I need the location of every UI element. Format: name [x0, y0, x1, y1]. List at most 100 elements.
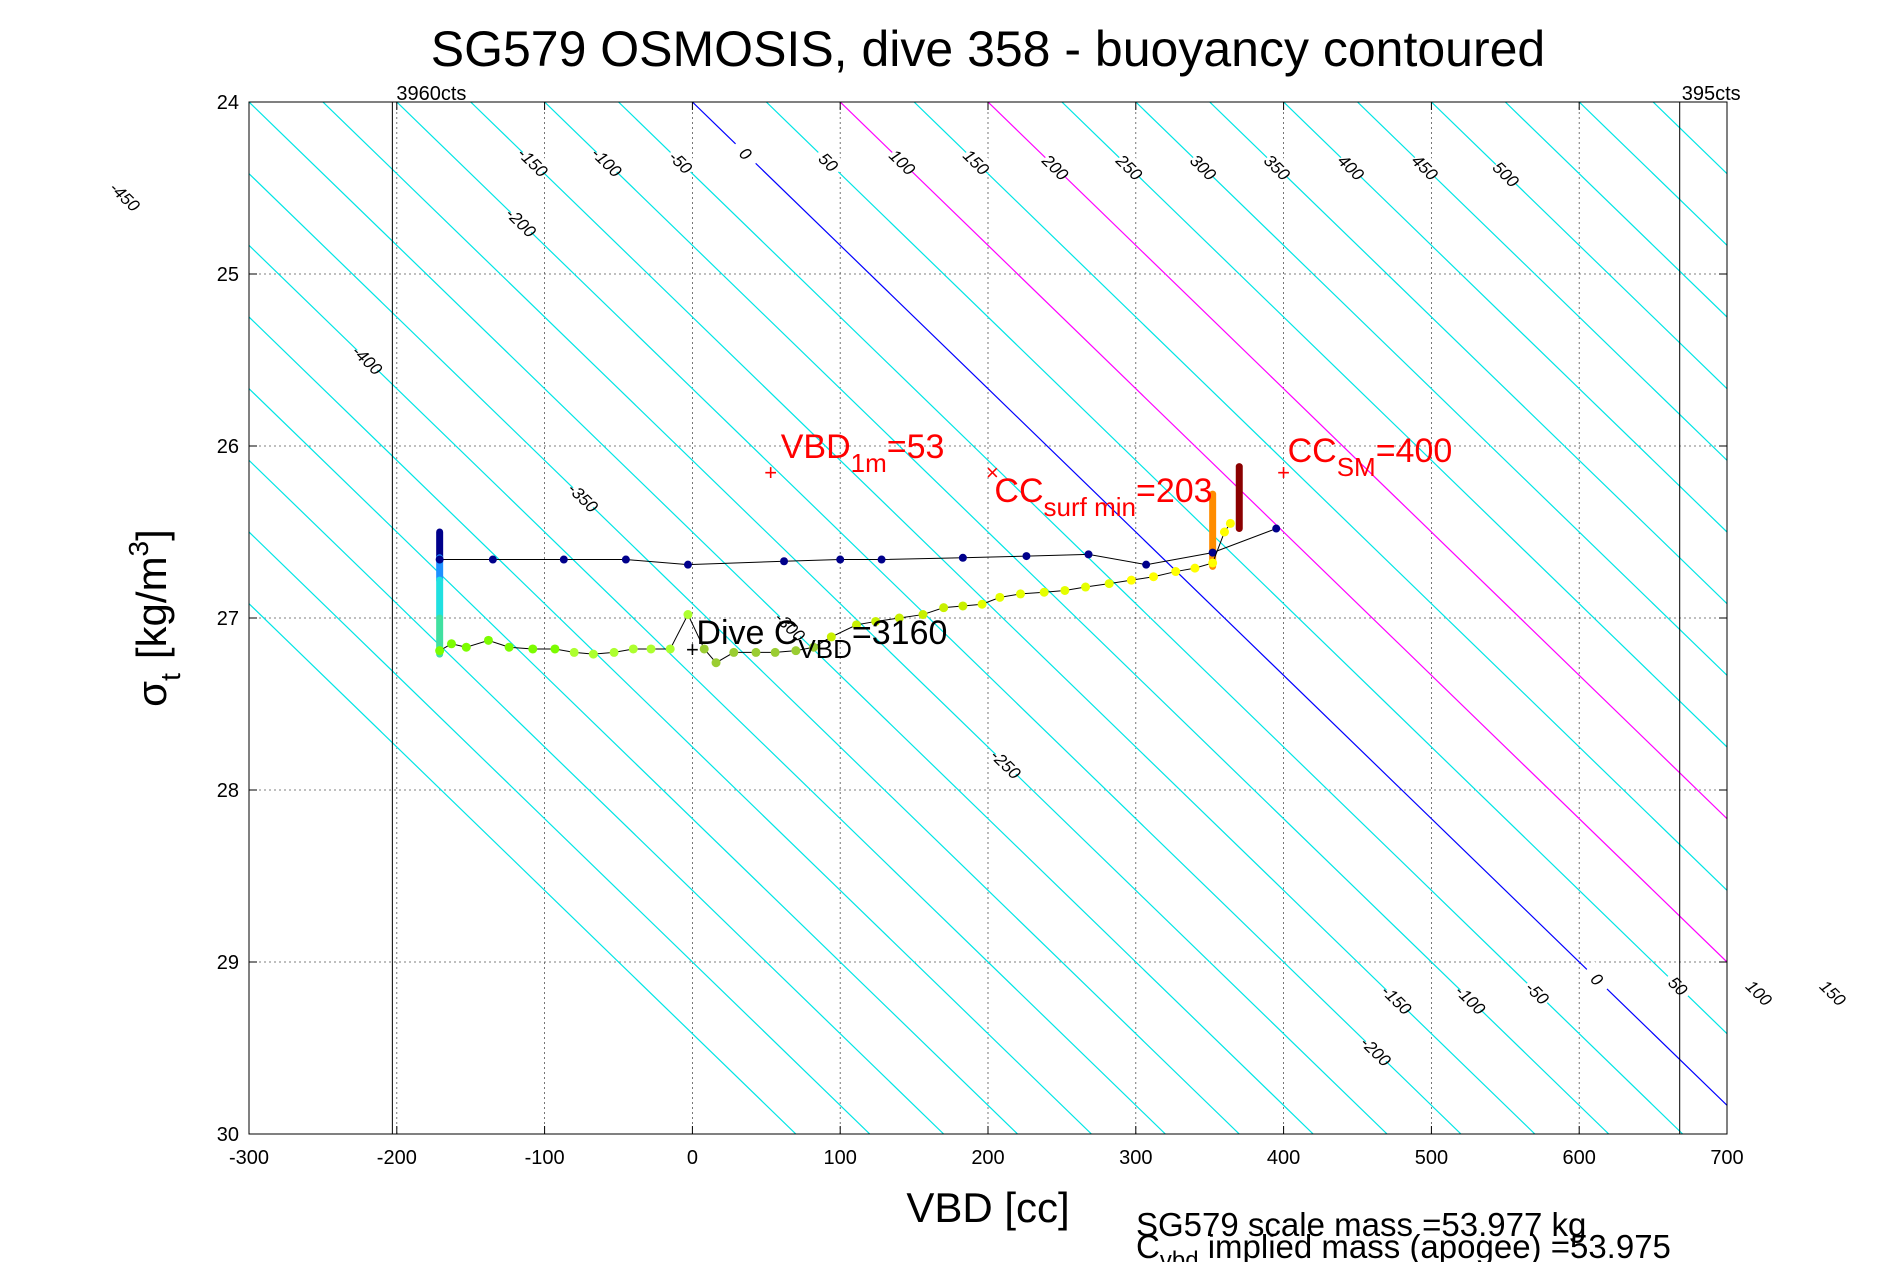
- contour-line: [249, 316, 1092, 1134]
- contour-line: [1357, 102, 1727, 462]
- x-tick-label: 300: [1119, 1147, 1152, 1169]
- contour-line: [1061, 102, 1727, 748]
- marker-symbol: +: [1277, 460, 1290, 485]
- marker-label-main: Dive C: [696, 614, 798, 652]
- series-point: [550, 644, 560, 654]
- x-ticks: -300 -200 -100 0 100 200 300 400 500 600 700: [229, 102, 1744, 1169]
- contour-label: 150: [1816, 977, 1850, 1011]
- series-point: [780, 557, 789, 566]
- series-point: [1219, 527, 1229, 537]
- series-point: [1060, 585, 1070, 595]
- series-point: [683, 610, 693, 620]
- contour-line: [765, 102, 1727, 1035]
- series-point: [1171, 567, 1181, 577]
- series-point: [1104, 579, 1114, 589]
- contour-label-bg: [884, 144, 920, 180]
- marker-label-sub: surf min: [1044, 492, 1136, 522]
- contour-label-bg: [1407, 149, 1443, 186]
- series-point: [559, 555, 568, 564]
- series-point: [894, 613, 904, 623]
- contour-label-bg: [810, 144, 847, 180]
- marker-label: VBD1m=53: [781, 428, 945, 478]
- marker-label-sub: SM: [1337, 452, 1376, 482]
- y-axis-label-sup: 3: [123, 541, 154, 557]
- contour-line: [249, 244, 1166, 1134]
- series-point: [446, 639, 456, 649]
- contour-line: [618, 102, 1684, 1134]
- series-line: [439, 528, 1277, 566]
- contour-line: [322, 102, 1388, 1134]
- y-tick-label: 27: [217, 608, 239, 630]
- marker-label-value: =3160: [852, 614, 948, 652]
- contour-label-bg: [1579, 961, 1615, 997]
- series-point: [770, 647, 780, 657]
- marker-label-value: =400: [1376, 432, 1453, 470]
- count-line-label: 3960cts: [396, 83, 466, 105]
- contour-line: [249, 459, 945, 1134]
- chart-title: SG579 OSMOSIS, dive 358 - buoyancy conto…: [431, 21, 1546, 77]
- count-line-label: 395cts: [1682, 83, 1741, 105]
- x-tick-label: -300: [229, 1147, 269, 1169]
- contour-label-bg: [349, 342, 385, 378]
- contour-label-bg: [1111, 149, 1148, 186]
- implied-mass-note: Cvbd implied mass (apogee) =53.975: [1136, 1228, 1671, 1262]
- grid-lines: [249, 102, 1727, 1134]
- implied-mass-main: C: [1136, 1228, 1160, 1262]
- contour-label-bg: [1741, 975, 1777, 1011]
- series-point: [1016, 589, 1026, 599]
- contour-line: [1801, 102, 1891, 1134]
- contour-label-bg: [662, 144, 699, 180]
- marker-label-main: CC: [1288, 432, 1337, 470]
- x-axis-label: VBD [cc]: [906, 1184, 1069, 1231]
- contour-label-bg: [958, 144, 994, 180]
- series-point: [791, 646, 801, 656]
- series-point: [958, 553, 967, 562]
- series-point: [877, 555, 886, 564]
- y-tick-label: 30: [217, 1124, 239, 1146]
- series-point: [1126, 575, 1136, 585]
- series-point: [729, 647, 739, 657]
- contour-line: [987, 102, 1727, 820]
- marker-symbol: ×: [986, 460, 999, 485]
- series-point: [958, 601, 968, 611]
- series-point: [836, 555, 845, 564]
- contour-line: [1430, 102, 1727, 390]
- contour-label-bg: [565, 479, 601, 516]
- series-point: [977, 599, 987, 609]
- count-lines: 3960cts 395cts: [391, 83, 1741, 1134]
- series-point: [1142, 560, 1151, 569]
- contour-label: 100: [1742, 977, 1776, 1011]
- contour-line: [249, 172, 1240, 1134]
- x-tick-label: 0: [687, 1147, 698, 1169]
- series-point: [918, 610, 928, 620]
- contour-label-bg: [988, 746, 1024, 782]
- series-point: [826, 632, 836, 642]
- series-point: [588, 649, 598, 659]
- implied-mass-rest: implied mass (apogee) =53.975: [1199, 1228, 1671, 1262]
- contour-label-bg: [1185, 149, 1221, 186]
- series-point: [995, 592, 1005, 602]
- series-point: [711, 658, 721, 668]
- series-point: [851, 620, 861, 630]
- contour-label-bg: [1488, 156, 1524, 192]
- series-point: [1084, 550, 1093, 559]
- series-point: [1208, 548, 1217, 557]
- marker-label: Dive CVBD=3160: [696, 614, 947, 664]
- x-tick-label: 100: [824, 1147, 857, 1169]
- x-tick-label: 500: [1415, 1147, 1448, 1169]
- contour-label: -450: [106, 178, 144, 216]
- contour-label-bg: [727, 135, 764, 172]
- x-tick-label: -100: [525, 1147, 565, 1169]
- series-point: [1225, 518, 1235, 528]
- x-tick-label: -200: [377, 1147, 417, 1169]
- marker-symbol: +: [686, 637, 699, 662]
- x-tick-label: 200: [971, 1147, 1004, 1169]
- series-point: [528, 644, 538, 654]
- series-point: [569, 647, 579, 657]
- series-point: [871, 616, 881, 626]
- contour-line: [249, 387, 1018, 1134]
- y-ticks: 24 25 26 27 28 29 30: [217, 92, 1727, 1146]
- series-point: [751, 647, 761, 657]
- series-point: [621, 555, 630, 564]
